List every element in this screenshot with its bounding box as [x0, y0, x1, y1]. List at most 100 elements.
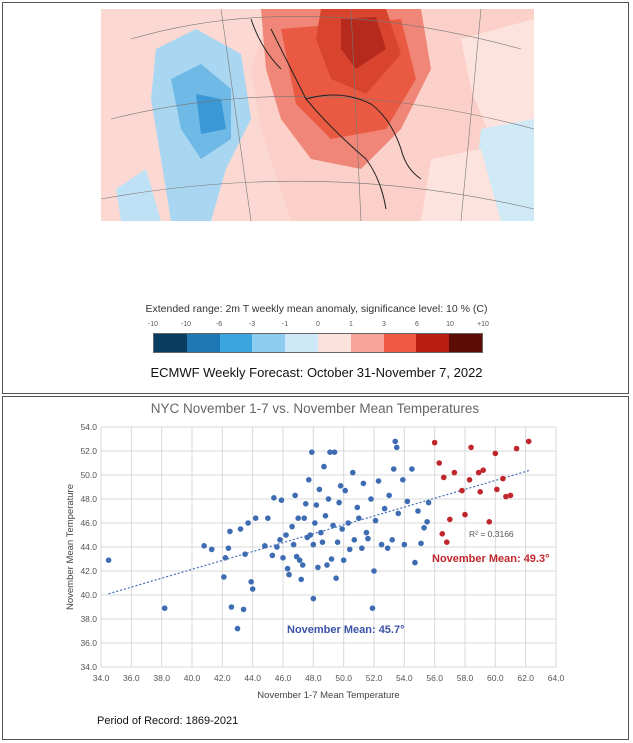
data-point-blue [378, 541, 385, 548]
data-point-blue [208, 546, 215, 553]
data-point-blue [359, 545, 365, 551]
data-point-blue [354, 504, 361, 511]
data-point-red [500, 475, 506, 482]
data-point-blue [296, 557, 303, 563]
data-point-blue [315, 564, 321, 571]
colorbar-segment-4 [285, 334, 318, 352]
data-point-blue [248, 579, 254, 585]
y-tick-label: 50.0 [80, 470, 97, 480]
x-tick-label: 34.0 [93, 673, 110, 683]
data-point-blue [312, 520, 318, 526]
data-point-red [494, 486, 500, 493]
r-squared-label: R² = 0.3166 [469, 529, 514, 539]
x-tick-label: 40.0 [184, 673, 201, 683]
data-point-blue [299, 562, 306, 568]
data-point-blue [401, 541, 408, 548]
data-point-red [462, 511, 468, 518]
legend-tick-label: 3 [382, 321, 386, 328]
data-point-blue [269, 552, 276, 559]
scatter-panel: NYC November 1-7 vs. November Mean Tempe… [2, 396, 629, 740]
legend-tick-label: +10 [477, 321, 489, 328]
anomaly-map [101, 9, 534, 221]
data-point-blue [228, 604, 235, 610]
data-point-blue [295, 515, 301, 521]
data-point-blue [318, 529, 324, 536]
x-tick-label: 44.0 [244, 673, 261, 683]
y-tick-label: 42.0 [80, 566, 97, 576]
colorbar-segment-0 [154, 334, 187, 352]
data-point-blue [302, 501, 309, 507]
x-axis-label: November 1-7 Mean Temperature [257, 690, 399, 701]
legend-tick-label: -6 [215, 321, 223, 328]
data-point-blue [310, 595, 317, 602]
data-point-red [436, 460, 443, 466]
data-point-blue [425, 499, 432, 506]
legend-tick-label: -10 [147, 321, 159, 328]
data-point-blue [372, 517, 379, 524]
data-point-red [451, 469, 458, 476]
data-point-blue [336, 499, 342, 506]
y-tick-label: 34.0 [80, 662, 97, 672]
data-point-red [475, 469, 482, 476]
data-point-blue [262, 543, 268, 549]
x-tick-label: 46.0 [275, 673, 292, 683]
data-point-blue [309, 449, 315, 455]
data-point-blue [316, 486, 323, 493]
data-point-blue [307, 532, 314, 538]
data-point-blue [328, 556, 335, 562]
legend-tick-label: 1 [349, 321, 353, 328]
y-tick-label: 38.0 [80, 614, 97, 624]
annotation-mean-blue: November Mean: 45.7° [287, 624, 405, 636]
data-point-blue [342, 487, 348, 494]
data-point-red [503, 493, 509, 500]
colorbar-segment-2 [219, 334, 253, 352]
y-axis-label: November Mean Temperature [65, 484, 76, 610]
data-point-red [440, 474, 447, 481]
data-point-blue [310, 541, 317, 548]
x-tick-label: 36.0 [123, 673, 140, 683]
data-point-blue [227, 528, 233, 535]
data-point-blue [392, 438, 399, 445]
data-point-red [507, 492, 514, 499]
data-point-blue [356, 515, 362, 521]
x-tick-label: 62.0 [517, 673, 534, 683]
data-point-blue [249, 586, 256, 592]
data-point-blue [221, 574, 227, 580]
data-point-blue [404, 498, 411, 505]
legend-tick-label: 6 [415, 321, 419, 328]
data-point-blue [421, 525, 427, 531]
data-point-red [480, 467, 487, 473]
data-point-blue [360, 480, 367, 487]
colorbar-segment-9 [449, 334, 482, 352]
data-point-red [468, 444, 474, 451]
data-point-blue [245, 520, 251, 526]
data-point-blue [351, 537, 358, 543]
data-point-blue [363, 529, 370, 536]
y-tick-label: 54.0 [80, 422, 97, 432]
data-point-blue [331, 449, 338, 455]
data-point-blue [284, 565, 291, 572]
scatter-chart: NYC November 1-7 vs. November Mean Tempe… [65, 401, 565, 701]
data-point-blue [240, 606, 247, 613]
data-point-red [492, 450, 499, 457]
data-point-blue [324, 562, 330, 568]
period-of-record: Period of Record: 1869-2021 [97, 715, 239, 727]
x-tick-label: 60.0 [487, 673, 504, 683]
data-point-blue [386, 492, 392, 499]
x-tick-label: 38.0 [153, 673, 170, 683]
data-point-blue [278, 497, 285, 503]
data-point-red [447, 516, 453, 523]
data-point-blue [340, 557, 347, 563]
data-point-blue [277, 537, 283, 543]
data-point-blue [271, 495, 277, 501]
data-point-blue [286, 571, 292, 578]
x-tick-label: 50.0 [335, 673, 352, 683]
data-point-blue [265, 515, 271, 521]
data-point-blue [161, 605, 168, 611]
legend-tick-label: 10 [446, 321, 454, 328]
data-point-blue [333, 575, 339, 581]
data-point-blue [301, 515, 308, 521]
data-point-red [513, 445, 520, 452]
data-point-blue [384, 545, 391, 551]
data-point-blue [337, 483, 344, 489]
